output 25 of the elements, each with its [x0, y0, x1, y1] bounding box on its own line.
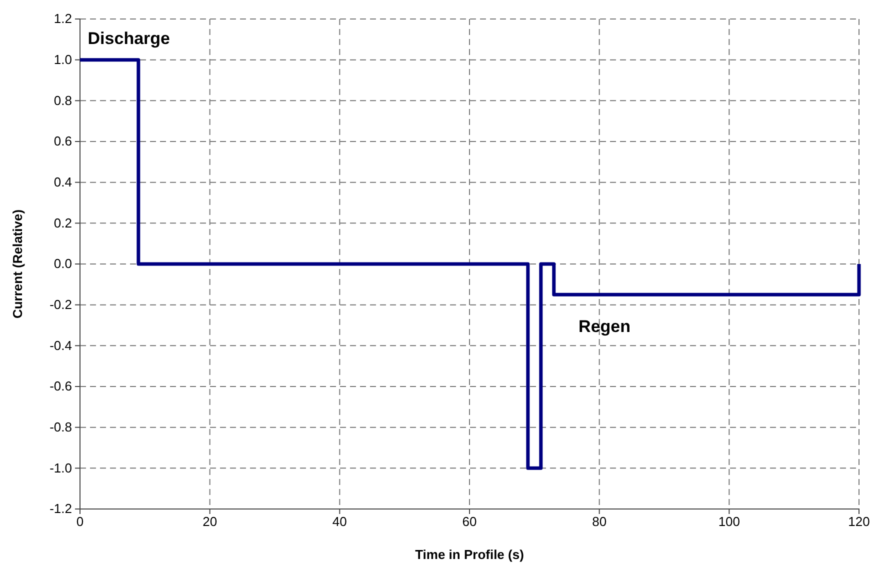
y-tick-label: 0.2	[54, 215, 72, 230]
y-tick-label: 0.4	[54, 174, 72, 190]
y-tick-label: 0.0	[54, 256, 72, 272]
x-tick-label: 100	[718, 514, 740, 530]
x-tick-label: 60	[462, 514, 477, 530]
y-tick-label: -0.6	[50, 378, 72, 394]
x-tick-label: 0	[76, 514, 84, 530]
line-series	[78, 58, 861, 470]
y-tick-label: 1.2	[54, 11, 72, 26]
y-tick-label: -1.0	[50, 460, 72, 476]
y-tick-label: 0.8	[54, 92, 72, 108]
y-tick-label: -0.8	[50, 419, 72, 434]
y-tick-label: 1.0	[54, 52, 72, 67]
annotation: Regen	[578, 317, 631, 336]
x-tick-label: 120	[848, 514, 870, 530]
y-tick-label: 0.6	[54, 134, 72, 149]
x-tick-label: 80	[592, 514, 607, 530]
y-tick-label: -0.4	[50, 338, 72, 353]
annotation: Discharge	[88, 29, 170, 48]
x-tick-label: 20	[202, 514, 218, 530]
y-tick-label: -0.2	[50, 296, 72, 312]
y-axis-title: Current (Relative)	[10, 209, 25, 319]
y-tick-label: -1.2	[50, 501, 72, 516]
x-axis-title: Time in Profile (s)	[415, 547, 524, 562]
x-tick-label: 40	[332, 514, 347, 530]
